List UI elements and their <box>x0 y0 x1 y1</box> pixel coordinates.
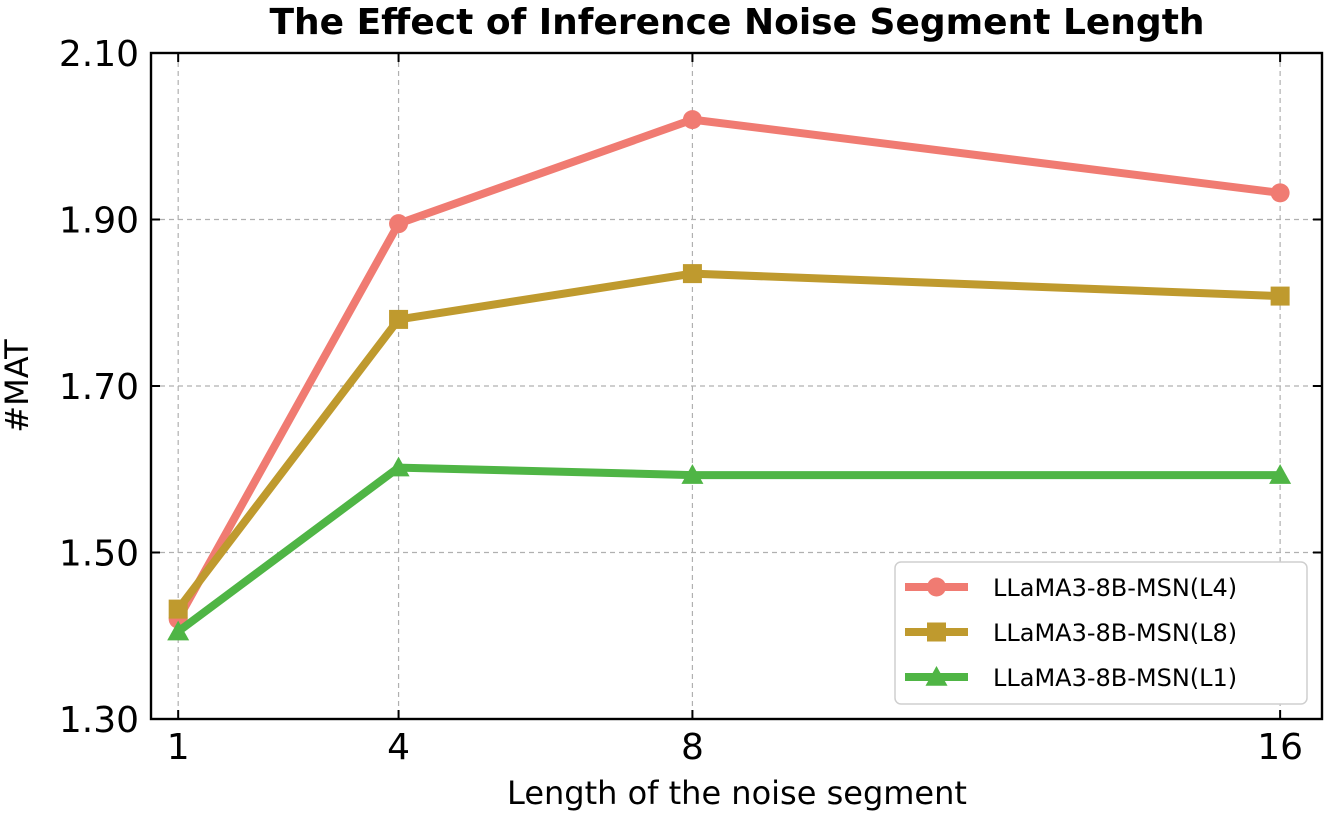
legend-entry: LLaMA3-8B-MSN(L4) <box>905 574 1237 602</box>
y-tick-label: 1.90 <box>59 201 139 242</box>
y-tick-label: 1.30 <box>59 700 139 741</box>
data-point <box>389 309 409 329</box>
data-point <box>1269 464 1292 484</box>
plot-frame <box>149 51 1324 721</box>
series-2 <box>168 264 1290 619</box>
series-3 <box>167 456 1292 641</box>
legend-marker <box>925 666 948 686</box>
x-tick-label: 1 <box>167 727 190 768</box>
data-point <box>387 456 410 477</box>
data-point <box>168 599 188 619</box>
y-axis-label: #MAT <box>0 339 36 433</box>
legend-marker <box>927 577 946 597</box>
x-tick-label: 8 <box>681 727 704 768</box>
legend-entry: LLaMA3-8B-MSN(L8) <box>905 619 1237 647</box>
data-point <box>389 214 409 234</box>
legend: LLaMA3-8B-MSN(L4) LLaMA3-8B-MSN(L8) LLaMA3… <box>894 561 1308 705</box>
x-tick-label: 4 <box>387 727 410 768</box>
data-point <box>1270 286 1290 306</box>
data-point <box>682 110 702 130</box>
chart-title: The Effect of Inference Noise Segment Le… <box>269 2 1204 43</box>
legend-label: LLaMA3-8B-MSN(L8) <box>993 619 1237 647</box>
legend-entry: LLaMA3-8B-MSN(L1) <box>905 664 1237 692</box>
y-tick-label: 1.70 <box>59 367 139 408</box>
series-line <box>174 269 1285 614</box>
legend-marker <box>927 622 946 642</box>
data-point <box>167 620 190 641</box>
series-group <box>167 110 1292 641</box>
series-line <box>174 463 1285 636</box>
series-1 <box>168 110 1290 629</box>
data-point <box>682 264 702 284</box>
legend-box <box>894 561 1308 705</box>
y-tick-label: 2.10 <box>59 34 139 75</box>
x-tick-label: 16 <box>1257 727 1303 768</box>
series-line <box>174 115 1285 624</box>
legend-label: LLaMA3-8B-MSN(L4) <box>993 574 1237 602</box>
x-axis-label: Length of the noise segment <box>507 774 967 812</box>
axis-ticks: 1 4 8 16 1.30 1.50 1.70 1.90 2.10 <box>59 34 1322 768</box>
data-point <box>681 464 704 484</box>
grid-lines <box>151 53 1322 719</box>
legend-label: LLaMA3-8B-MSN(L1) <box>993 664 1237 692</box>
y-tick-label: 1.50 <box>59 534 139 575</box>
data-point <box>1270 183 1290 203</box>
